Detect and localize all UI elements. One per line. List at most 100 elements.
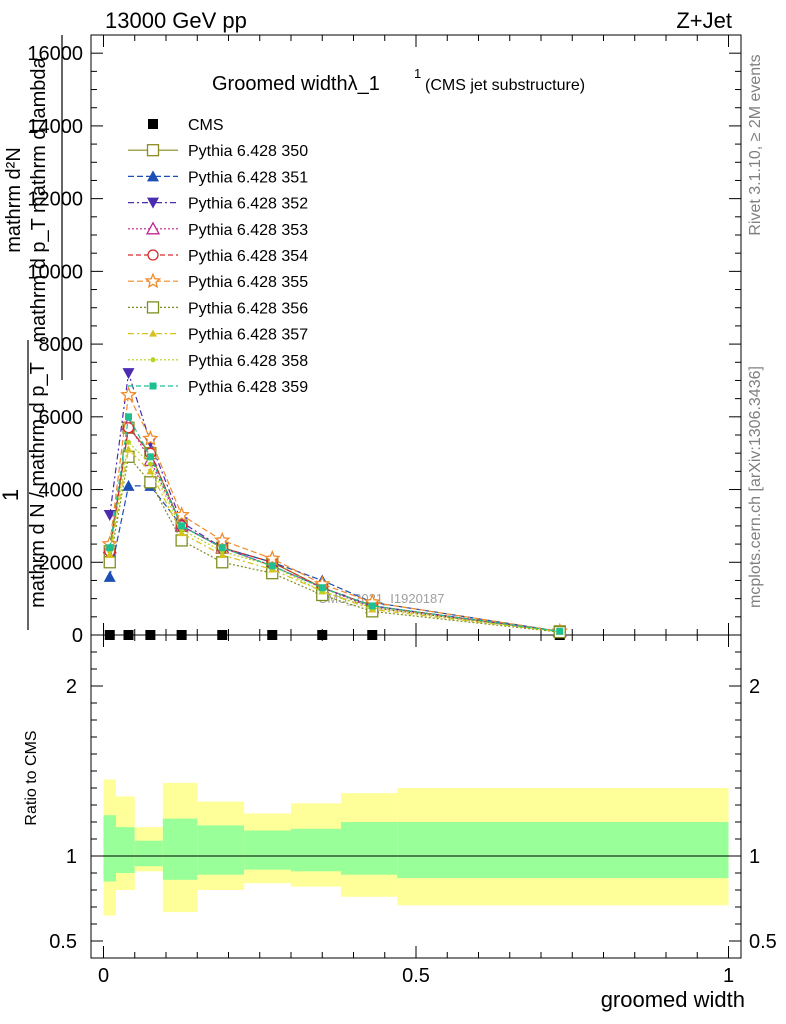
ratio-band-inner: [397, 822, 729, 879]
data-point: [103, 556, 116, 569]
series-10: [106, 413, 564, 635]
data-point: [122, 368, 135, 380]
data-point: [142, 429, 159, 446]
data-point: [104, 630, 115, 640]
x-axis: 0 0.5 1: [98, 35, 734, 987]
chart-title-sub: (CMS jet substructure): [425, 77, 585, 94]
ratio-y-tick-label-right: 1: [749, 846, 760, 868]
legend: CMS Pythia 6.428 350 Pythia 6.428 351 Pythi…: [128, 117, 308, 396]
data-point: [268, 562, 276, 570]
data-point: [103, 570, 116, 582]
x-axis-label: groomed width: [601, 987, 745, 1012]
data-point: [217, 630, 228, 640]
series-line: [109, 422, 560, 632]
legend-swatch-marker: [146, 144, 160, 157]
x-tick-label: 1: [723, 965, 734, 987]
y-tick-label: 0: [72, 625, 83, 647]
data-point: [367, 630, 378, 640]
data-point: [146, 467, 155, 475]
y-tick-label: 8000: [39, 334, 84, 356]
data-point: [144, 476, 157, 489]
data-point: [218, 544, 226, 552]
data-point: [103, 510, 116, 521]
data-point: [178, 522, 186, 530]
ratio-y-tick-label: 1: [66, 846, 77, 868]
legend-swatch-marker: [147, 170, 159, 182]
series-7: [103, 450, 566, 639]
series-line: [109, 485, 560, 632]
legend-label: Pythia 6.428 358: [188, 353, 308, 370]
legend-swatch-marker: [150, 357, 156, 363]
watermark: CMS_2021_I1920187: [318, 591, 445, 606]
data-point: [123, 630, 134, 640]
y-label-top-line-1: mathrm d²N: [3, 147, 25, 253]
legend-label: Pythia 6.428 351: [188, 169, 308, 186]
data-point: [126, 439, 131, 445]
y-label-denominator: mathrm d N / mathrm d p_T: [27, 362, 49, 608]
y-tick-label: 2000: [39, 552, 84, 574]
y-tick-label: 12000: [27, 189, 83, 211]
chart-title-superscript: 1: [414, 66, 421, 81]
data-point: [147, 461, 153, 467]
y-label-numerator: 1: [0, 489, 23, 501]
legend-swatch-marker: [149, 382, 157, 390]
data-point: [120, 386, 137, 403]
ratio-band-inner: [134, 840, 163, 867]
ratio-y-tick-label: 0.5: [49, 931, 77, 953]
legend-swatch-marker: [149, 329, 157, 337]
data-point: [368, 602, 376, 610]
ratio-bands: [103, 779, 729, 916]
x-tick-label: 0: [98, 965, 109, 987]
data-point: [122, 422, 135, 434]
data-point: [145, 630, 156, 640]
data-point: [267, 630, 278, 640]
data-point: [218, 551, 227, 558]
legend-label: Pythia 6.428 352: [188, 196, 308, 213]
y-tick-label: 14000: [27, 116, 83, 138]
legend-label: Pythia 6.428 354: [188, 248, 308, 265]
header-right: Z+Jet: [676, 8, 732, 33]
legend-swatch-marker: [146, 301, 160, 314]
legend-swatch-marker: [147, 249, 159, 261]
ratio-band-inner: [116, 827, 135, 873]
data-point: [106, 544, 114, 552]
ratio-band-inner: [197, 825, 245, 875]
series-layer: [101, 368, 569, 640]
header-left: 13000 GeV pp: [105, 8, 247, 33]
legend-label: Pythia 6.428 350: [188, 143, 308, 160]
y-tick-label: 4000: [39, 480, 84, 502]
legend-label: Pythia 6.428 359: [188, 379, 308, 396]
data-point: [122, 479, 135, 491]
data-point: [317, 630, 328, 640]
ratio-y-tick-label: 2: [66, 676, 77, 698]
data-point: [263, 549, 281, 566]
ratio-y-axis: 0.5 0.5 1 1 2 2: [49, 651, 777, 953]
data-point: [318, 584, 326, 592]
y-tick-label: 16000: [27, 43, 83, 65]
chart-title: Groomed widthλ_1: [212, 73, 380, 95]
legend-swatch-marker: [148, 119, 158, 129]
data-point: [213, 531, 231, 548]
data-point: [176, 630, 187, 640]
data-point: [556, 627, 564, 635]
legend-label: Pythia 6.428 357: [188, 327, 308, 344]
ratio-band-inner: [103, 815, 116, 882]
legend-swatch-marker: [147, 197, 159, 209]
y-tick-label: 6000: [39, 407, 84, 429]
ratio-band-inner: [162, 818, 198, 880]
x-tick-label: 0.5: [402, 965, 430, 987]
series-8: [105, 445, 564, 635]
legend-swatch-marker: [144, 272, 162, 289]
main-y-axis: 0 2000 4000 6000 8000 10000 12000 14000 16000: [27, 43, 741, 647]
legend-swatch-marker: [145, 221, 161, 235]
legend-label: Pythia 6.428 356: [188, 300, 308, 317]
legend-label: CMS: [188, 117, 224, 134]
ratio-y-label: Ratio to CMS: [23, 730, 40, 825]
data-point: [177, 529, 186, 537]
rivet-label: Rivet 3.1.10, ≥ 2M events: [747, 54, 764, 235]
data-point: [175, 534, 188, 547]
data-point: [125, 413, 132, 421]
series-2: [103, 479, 566, 637]
ratio-band-inner: [341, 822, 398, 875]
ratio-y-tick-label-right: 2: [749, 676, 760, 698]
